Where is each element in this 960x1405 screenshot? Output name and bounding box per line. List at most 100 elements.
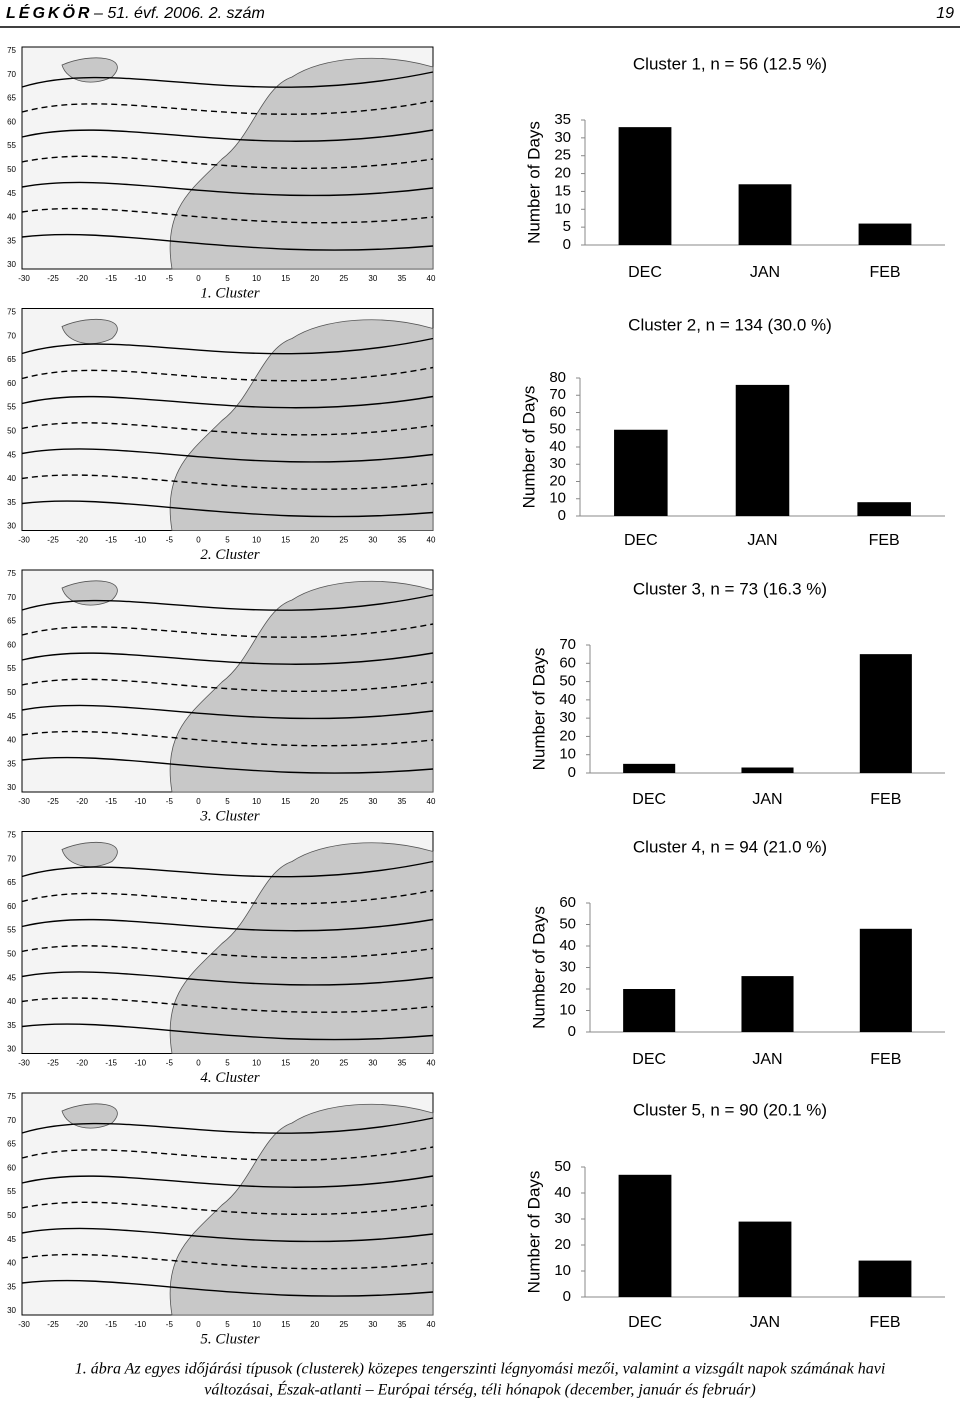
lon-label: 25 — [339, 536, 348, 545]
caption-line: 1. ábra Az egyes időjárási típusok (clus… — [75, 1361, 886, 1378]
lat-label: 40 — [7, 213, 16, 222]
lon-label: -30 — [18, 797, 30, 806]
lon-label: 0 — [196, 1059, 201, 1068]
lon-label: 40 — [427, 274, 436, 283]
lon-label: 0 — [196, 1320, 201, 1329]
lon-label: -20 — [76, 1320, 88, 1329]
lat-label: 55 — [7, 141, 16, 150]
lat-label: 55 — [7, 1187, 16, 1196]
map-caption: 2. Cluster — [200, 547, 259, 563]
isobar — [21, 652, 434, 665]
lat-label: 50 — [7, 1211, 16, 1220]
lat-label: 70 — [7, 854, 16, 863]
lon-label: 5 — [225, 536, 230, 545]
isobar — [21, 730, 434, 747]
lat-label: 65 — [7, 617, 16, 626]
isobar — [21, 422, 434, 436]
lon-label: 10 — [252, 274, 261, 283]
bar — [858, 223, 912, 245]
isobar — [21, 594, 434, 611]
isobar — [21, 207, 434, 224]
lon-label: 20 — [310, 536, 319, 545]
bar — [623, 989, 676, 1032]
lon-label: 35 — [397, 1320, 406, 1329]
lat-label: 70 — [7, 70, 16, 79]
y-axis-label: Number of Days — [519, 386, 538, 509]
y-tick-label: 0 — [563, 236, 571, 253]
lat-label: 65 — [7, 1140, 16, 1149]
lat-label: 60 — [7, 117, 16, 126]
lat-label: 65 — [7, 878, 16, 887]
isobar — [21, 1201, 434, 1216]
lat-label: 50 — [7, 688, 16, 697]
y-tick-label: 20 — [559, 727, 576, 744]
y-tick-label: 0 — [558, 507, 566, 524]
lat-label: 55 — [7, 403, 16, 412]
y-tick-label: 50 — [559, 915, 576, 932]
y-tick-label: 10 — [549, 490, 566, 507]
isobar — [21, 337, 434, 355]
y-tick-label: 0 — [568, 764, 576, 781]
y-tick-label: 20 — [554, 1236, 571, 1253]
isobar — [21, 1175, 434, 1188]
x-tick-label: DEC — [628, 1314, 662, 1331]
bar — [735, 384, 790, 516]
y-tick-label: 0 — [563, 1288, 571, 1305]
bar — [859, 928, 912, 1032]
lon-label: -25 — [47, 274, 59, 283]
lat-label: 55 — [7, 664, 16, 673]
x-tick-label: DEC — [632, 1051, 666, 1068]
x-tick-label: JAN — [750, 264, 780, 281]
lat-label: 35 — [7, 1282, 16, 1291]
y-tick-label: 70 — [559, 636, 576, 653]
x-tick-label: FEB — [869, 532, 900, 549]
lon-label: -10 — [135, 1320, 147, 1329]
isobar — [21, 1146, 434, 1161]
lon-label: 0 — [196, 536, 201, 545]
lon-label: 10 — [252, 797, 261, 806]
lon-label: 20 — [310, 274, 319, 283]
chart-title: Cluster 4, n = 94 (21.0 %) — [633, 837, 827, 856]
lon-label: 10 — [252, 1320, 261, 1329]
lat-label: 30 — [7, 260, 16, 269]
lat-label: 60 — [7, 902, 16, 911]
y-tick-label: 80 — [549, 369, 566, 386]
y-tick-label: 10 — [554, 1262, 571, 1279]
lat-label: 30 — [7, 1045, 16, 1054]
bar — [857, 502, 911, 516]
lat-label: 30 — [7, 522, 16, 531]
lon-label: 10 — [252, 1059, 261, 1068]
lon-label: -15 — [105, 797, 117, 806]
lon-label: -30 — [18, 536, 30, 545]
lat-label: 50 — [7, 426, 16, 435]
x-tick-label: DEC — [628, 264, 662, 281]
lat-label: 65 — [7, 355, 16, 364]
lon-label: 25 — [339, 1059, 348, 1068]
y-tick-label: 25 — [554, 147, 571, 164]
lon-label: 30 — [368, 1059, 377, 1068]
lon-label: 20 — [310, 1320, 319, 1329]
lon-label: 15 — [281, 797, 290, 806]
y-tick-label: 10 — [559, 746, 576, 763]
lat-label: 65 — [7, 94, 16, 103]
chart-title: Cluster 5, n = 90 (20.1 %) — [633, 1100, 827, 1119]
isobar — [21, 1253, 434, 1270]
y-axis-label: Number of Days — [524, 121, 543, 244]
isobar — [21, 860, 434, 878]
lon-label: -20 — [76, 274, 88, 283]
isobar — [21, 678, 434, 693]
y-tick-label: 50 — [559, 673, 576, 690]
isobar — [21, 233, 434, 251]
isobar — [21, 704, 434, 720]
lon-label: 20 — [310, 797, 319, 806]
bar — [618, 1174, 672, 1297]
y-tick-label: 30 — [549, 455, 566, 472]
isobar — [21, 129, 434, 142]
y-tick-label: 70 — [549, 386, 566, 403]
map-land — [61, 318, 118, 345]
y-tick-label: 40 — [559, 691, 576, 708]
y-tick-label: 50 — [554, 1158, 571, 1175]
lon-label: 35 — [397, 536, 406, 545]
map-caption: 4. Cluster — [200, 1070, 259, 1086]
x-tick-label: FEB — [870, 791, 901, 808]
